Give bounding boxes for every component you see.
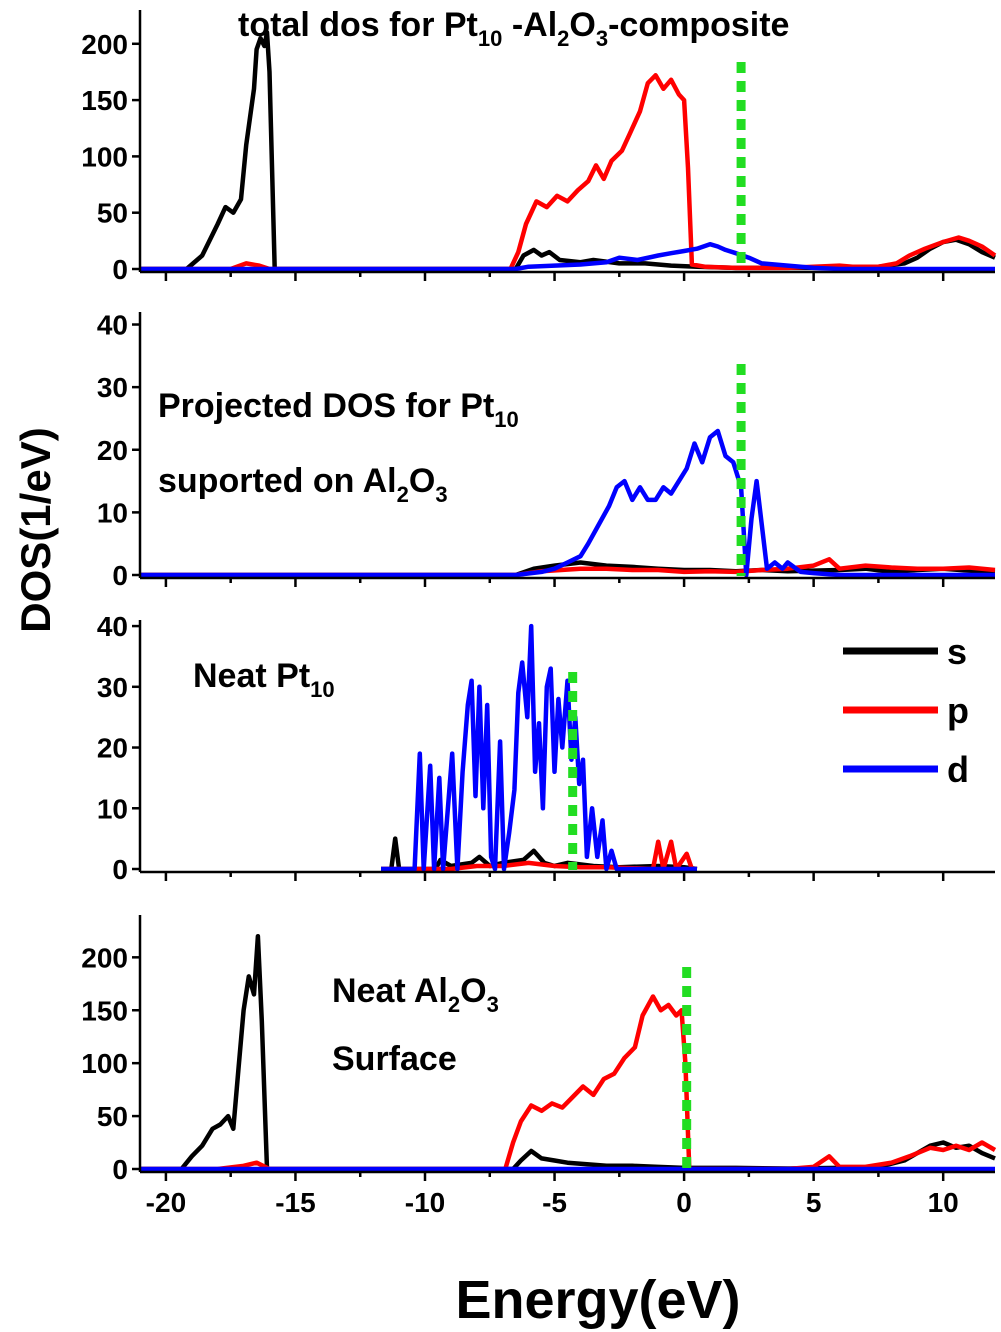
panel-neat-pt10-ytick-label: 30 — [97, 672, 128, 703]
panel-projected-dos-label-line2: suported on Al2O3 — [158, 462, 448, 507]
panel-projected-dos-series-d — [140, 428, 995, 578]
panel-neat-al2o3-ytick-label: 150 — [81, 995, 128, 1026]
legend-s-label: s — [947, 631, 967, 672]
panel-neat-pt10-label: Neat Pt10 — [193, 657, 335, 702]
panel-total-dos-series-p — [140, 73, 997, 272]
panel-neat-pt10-ytick-label: 0 — [112, 854, 128, 885]
panel-projected-dos-series-p — [140, 557, 996, 578]
panel-neat-pt10-series-d — [381, 623, 697, 872]
panel-total-dos-series-s — [140, 30, 996, 272]
panel-neat-al2o3-ytick-label: 50 — [97, 1101, 128, 1132]
panel-total-dos-ytick-label: 50 — [97, 198, 128, 229]
panel-neat-al2o3-axes: 0 50 100 150 200 — [81, 915, 995, 1185]
y-axis-label: DOS(1/eV) — [12, 427, 59, 632]
panel-neat-pt10-ytick-label: 20 — [97, 733, 128, 764]
legend: s p d — [843, 631, 969, 790]
panel-total-dos-ytick-label: 0 — [112, 254, 128, 285]
panel-projected-dos-ytick-label: 30 — [97, 372, 128, 403]
panel-projected-dos-ytick-label: 20 — [97, 435, 128, 466]
panel-total-dos-axes: 0 50 100 150 200 — [81, 10, 995, 285]
panel-neat-al2o3-series — [140, 933, 997, 1172]
panel-projected-dos-ytick-label: 10 — [97, 497, 128, 528]
panel-projected-dos-ytick-label: 0 — [112, 560, 128, 591]
panel-neat-al2o3-ytick-label: 100 — [81, 1048, 128, 1079]
panel-neat-al2o3-series-s — [140, 933, 996, 1172]
panel-neat-pt10-series — [381, 623, 698, 872]
panel-total-dos-series — [140, 30, 997, 272]
x-tick-label: -5 — [542, 1187, 567, 1218]
panel-total-dos: 0 50 100 150 200 total dos for Pt10 -Al2O3-c… — [81, 6, 997, 285]
x-axis-label: Energy(eV) — [455, 1270, 740, 1330]
x-tick-label: -20 — [146, 1187, 186, 1218]
panel-total-dos-ytick-label: 150 — [81, 85, 128, 116]
panel-projected-dos-ytick-label: 40 — [97, 310, 128, 341]
panel-neat-pt10-ytick-label: 40 — [97, 611, 128, 642]
panel-total-dos-title: total dos for Pt10 -Al2O3-composite — [238, 6, 789, 51]
panel-projected-dos-axes: 0 10 20 30 40 — [97, 310, 995, 591]
panel-projected-dos: 0 10 20 30 40 Projected DOS for Pt10 suporte… — [97, 310, 996, 591]
panel-neat-al2o3-ytick-label: 0 — [112, 1154, 128, 1185]
panel-projected-dos-label-line1: Projected DOS for Pt10 — [158, 387, 519, 432]
x-tick-labels: -20 -15 -10 -5 0 5 10 — [146, 1187, 959, 1218]
panel-neat-al2o3-series-p — [140, 994, 997, 1172]
panel-neat-al2o3: 0 50 100 150 200 Neat Al2O3 Surface — [81, 915, 997, 1185]
panel-projected-dos-series — [140, 364, 996, 578]
panel-neat-pt10-ytick-label: 10 — [97, 793, 128, 824]
panel-neat-pt10: 0 10 20 30 40 Neat Pt10 — [97, 611, 995, 885]
x-tick-label: -10 — [405, 1187, 445, 1218]
x-tick-label: -15 — [275, 1187, 315, 1218]
x-tick-label: 5 — [806, 1187, 822, 1218]
panel-neat-al2o3-ytick-label: 200 — [81, 942, 128, 973]
panel-total-dos-ytick-label: 100 — [81, 141, 128, 172]
panel-neat-al2o3-label-line1: Neat Al2O3 — [332, 972, 499, 1017]
panel-total-dos-series-d — [140, 241, 995, 272]
panel-neat-pt10-axes: 0 10 20 30 40 — [97, 611, 995, 885]
legend-d-label: d — [947, 749, 969, 790]
panel-total-dos-ytick-label: 200 — [81, 29, 128, 60]
legend-p-label: p — [947, 690, 969, 731]
panel-neat-al2o3-label-line2: Surface — [332, 1040, 457, 1078]
x-tick-label: 0 — [676, 1187, 692, 1218]
x-tick-label: 10 — [928, 1187, 959, 1218]
